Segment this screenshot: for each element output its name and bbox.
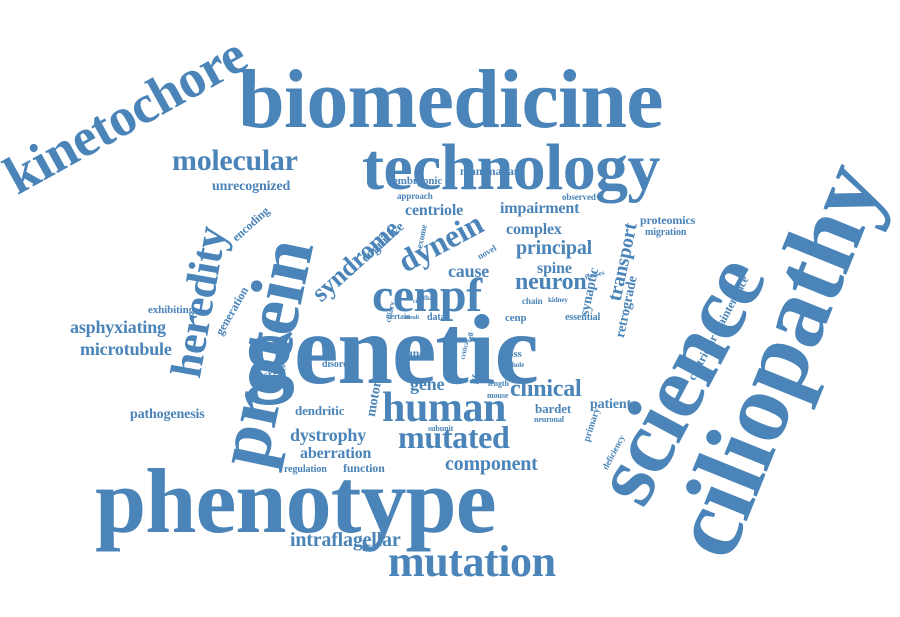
word-kidney: kidney <box>548 296 568 304</box>
word-intraflagellar: intraflagellar <box>290 529 401 551</box>
word-aberration: aberration <box>300 445 372 462</box>
word-novel: novel <box>475 242 498 262</box>
word-bardet: bardet <box>535 401 572 416</box>
word-length: length <box>488 379 509 388</box>
word-approach: approach <box>397 191 433 201</box>
word-regulation: regulation <box>284 464 327 475</box>
word-neuron: neuron <box>515 269 587 295</box>
word-gene: gene <box>410 374 445 394</box>
word-data: data <box>427 312 446 323</box>
word-component: component <box>445 453 538 475</box>
word-jeune: jeune <box>397 346 425 360</box>
word-phenotype: phenotype <box>95 450 497 552</box>
word-impairment: impairment <box>500 200 580 217</box>
word-essential: essential <box>565 312 601 323</box>
word-migration: migration <box>645 227 687 238</box>
word-cilia: cilia <box>413 299 424 305</box>
word-human: human <box>382 385 506 431</box>
word-pathogenesis: pathogenesis <box>130 407 205 422</box>
word-asphyxiating: asphyxiating <box>70 317 166 337</box>
word-observed: observed <box>562 192 596 202</box>
word-cenpf: cenpf <box>372 269 482 322</box>
word-result: result <box>405 315 420 321</box>
word-exhibiting: exhibiting <box>148 304 194 316</box>
word-principal: principal <box>516 237 592 259</box>
word-mammalian: mammalian <box>460 164 521 178</box>
word-biomedicine: biomedicine <box>238 53 664 146</box>
word-centriole: centriole <box>405 202 464 219</box>
word-dystrophy: dystrophy <box>290 425 367 445</box>
word-microtubule: microtubule <box>80 339 172 359</box>
word-mutation: mutation <box>388 537 556 586</box>
word-lethal: lethal <box>418 294 435 302</box>
word-spine: spine <box>537 260 572 277</box>
word-dendritic: dendritic <box>295 403 345 418</box>
word-whole: whole <box>507 361 525 369</box>
word-genetic: genetic <box>245 294 539 405</box>
word-function: function <box>343 461 385 475</box>
word-embryonic: embryonic <box>393 175 443 187</box>
word-mouse: mouse <box>487 391 509 400</box>
word-mutated: mutated <box>398 419 510 455</box>
word-neuronal: neuronal <box>534 415 564 424</box>
word-certain: certain <box>387 312 411 321</box>
word-technology: technology <box>362 131 660 204</box>
word-unrecognized: unrecognized <box>212 179 291 194</box>
word-disorder: disorder <box>322 359 358 370</box>
word-molecular: molecular <box>172 144 298 177</box>
word-patient: patient <box>590 397 632 412</box>
word-clinical: clinical <box>510 376 582 402</box>
word-cause: cause <box>448 261 490 281</box>
word-loss: loss <box>505 348 522 360</box>
word-chain: chain <box>522 296 543 306</box>
word-proteomics: proteomics <box>640 213 696 227</box>
word-complex: complex <box>506 221 562 238</box>
word-cenp: cenp <box>505 312 527 324</box>
word-subunit: subunit <box>428 424 454 433</box>
